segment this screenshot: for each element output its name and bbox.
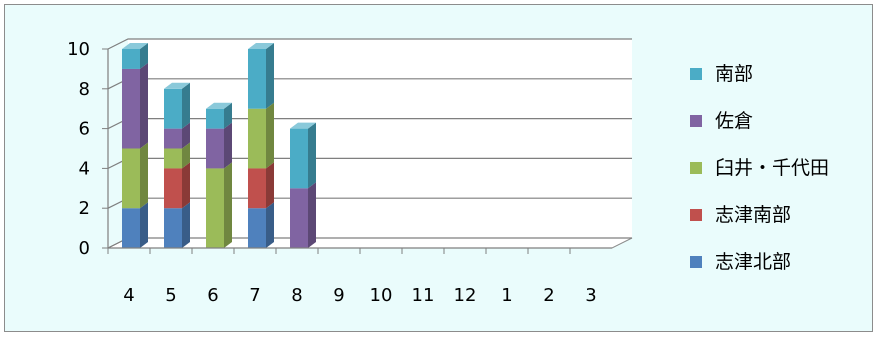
bar-side <box>266 202 274 248</box>
bar-segment <box>122 142 148 209</box>
bar-segment <box>164 162 190 209</box>
bar-side <box>266 162 274 209</box>
x-tick-label: 9 <box>333 285 344 306</box>
legend-swatch <box>690 162 702 174</box>
bar-segment <box>290 122 316 189</box>
bar-top <box>164 82 190 89</box>
y-tick-label: 0 <box>79 238 90 259</box>
bar-side <box>224 102 232 129</box>
bar-side <box>140 142 148 209</box>
bar-side <box>182 202 190 248</box>
x-tick-label: 6 <box>207 285 218 306</box>
y-tick-label: 8 <box>79 79 90 100</box>
legend-label: 志津南部 <box>715 204 791 226</box>
back-wall <box>128 39 632 238</box>
bar-side <box>266 43 274 109</box>
bar-side <box>182 122 190 149</box>
gridline <box>107 38 632 50</box>
bar-front <box>206 108 224 129</box>
bar-side <box>182 82 190 129</box>
bar-side <box>182 142 190 169</box>
legend-label: 南部 <box>715 63 753 85</box>
bar-front <box>122 49 140 69</box>
bar-front <box>164 168 182 209</box>
x-tick-label: 8 <box>291 285 302 306</box>
bar-segment <box>248 43 274 109</box>
bar-side <box>308 182 316 248</box>
x-tick-label: 12 <box>454 285 477 306</box>
bar-front <box>248 208 266 248</box>
bar-front <box>206 168 224 248</box>
x-tick-label: 3 <box>585 285 596 306</box>
bar-side <box>140 43 148 69</box>
bar-front <box>164 208 182 248</box>
x-tick-label: 10 <box>370 285 393 306</box>
bar-front <box>206 128 224 169</box>
bar-front <box>248 108 266 169</box>
y-tick-label: 4 <box>79 158 90 179</box>
bar-front <box>290 128 308 189</box>
legend-swatch <box>690 209 702 221</box>
bar-front <box>164 88 182 129</box>
legend-label: 佐倉 <box>715 110 753 132</box>
bar-side <box>266 102 274 169</box>
bar-front <box>122 208 140 248</box>
bar-segment <box>122 62 148 149</box>
x-tick-label: 11 <box>412 285 435 306</box>
x-tick-label: 5 <box>165 285 176 306</box>
bar-segment <box>164 202 190 248</box>
legend-swatch <box>690 115 702 127</box>
bar-front <box>290 188 308 248</box>
bar-segment <box>164 82 190 129</box>
bar-segment <box>248 102 274 169</box>
x-tick-label: 1 <box>501 285 512 306</box>
bar-segment <box>206 162 232 248</box>
bar-front <box>248 168 266 209</box>
y-tick-label: 6 <box>79 119 90 140</box>
legend-swatch <box>690 68 702 80</box>
bar-side <box>140 202 148 248</box>
bar-segment <box>206 102 232 129</box>
bar-side <box>224 162 232 248</box>
x-tick-label: 4 <box>123 285 134 306</box>
bar-top <box>290 122 316 129</box>
legend-swatch <box>690 256 702 268</box>
bar-front <box>122 68 140 149</box>
bar-front <box>122 148 140 209</box>
legend-label: 志津北部 <box>715 251 791 273</box>
bar-segment <box>248 202 274 248</box>
y-tick-label: 10 <box>67 39 90 60</box>
bar-side <box>308 122 316 189</box>
bar-side <box>182 162 190 209</box>
bar-front <box>164 148 182 169</box>
bar-front <box>164 128 182 149</box>
bar-segment <box>290 182 316 248</box>
bar-top <box>248 43 274 49</box>
bar-side <box>140 62 148 149</box>
x-tick-label: 7 <box>249 285 260 306</box>
bar-segment <box>122 202 148 248</box>
y-tick-label: 2 <box>79 198 90 219</box>
bar-segment <box>122 43 148 69</box>
bar-side <box>224 122 232 169</box>
x-tick-label: 2 <box>543 285 554 306</box>
bar-top <box>206 102 232 109</box>
legend-label: 臼井・千代田 <box>715 157 829 179</box>
bar-top <box>122 43 148 49</box>
bars-layer <box>122 43 316 248</box>
bar-segment <box>248 162 274 209</box>
bar-segment <box>206 122 232 169</box>
bar-front <box>248 49 266 109</box>
